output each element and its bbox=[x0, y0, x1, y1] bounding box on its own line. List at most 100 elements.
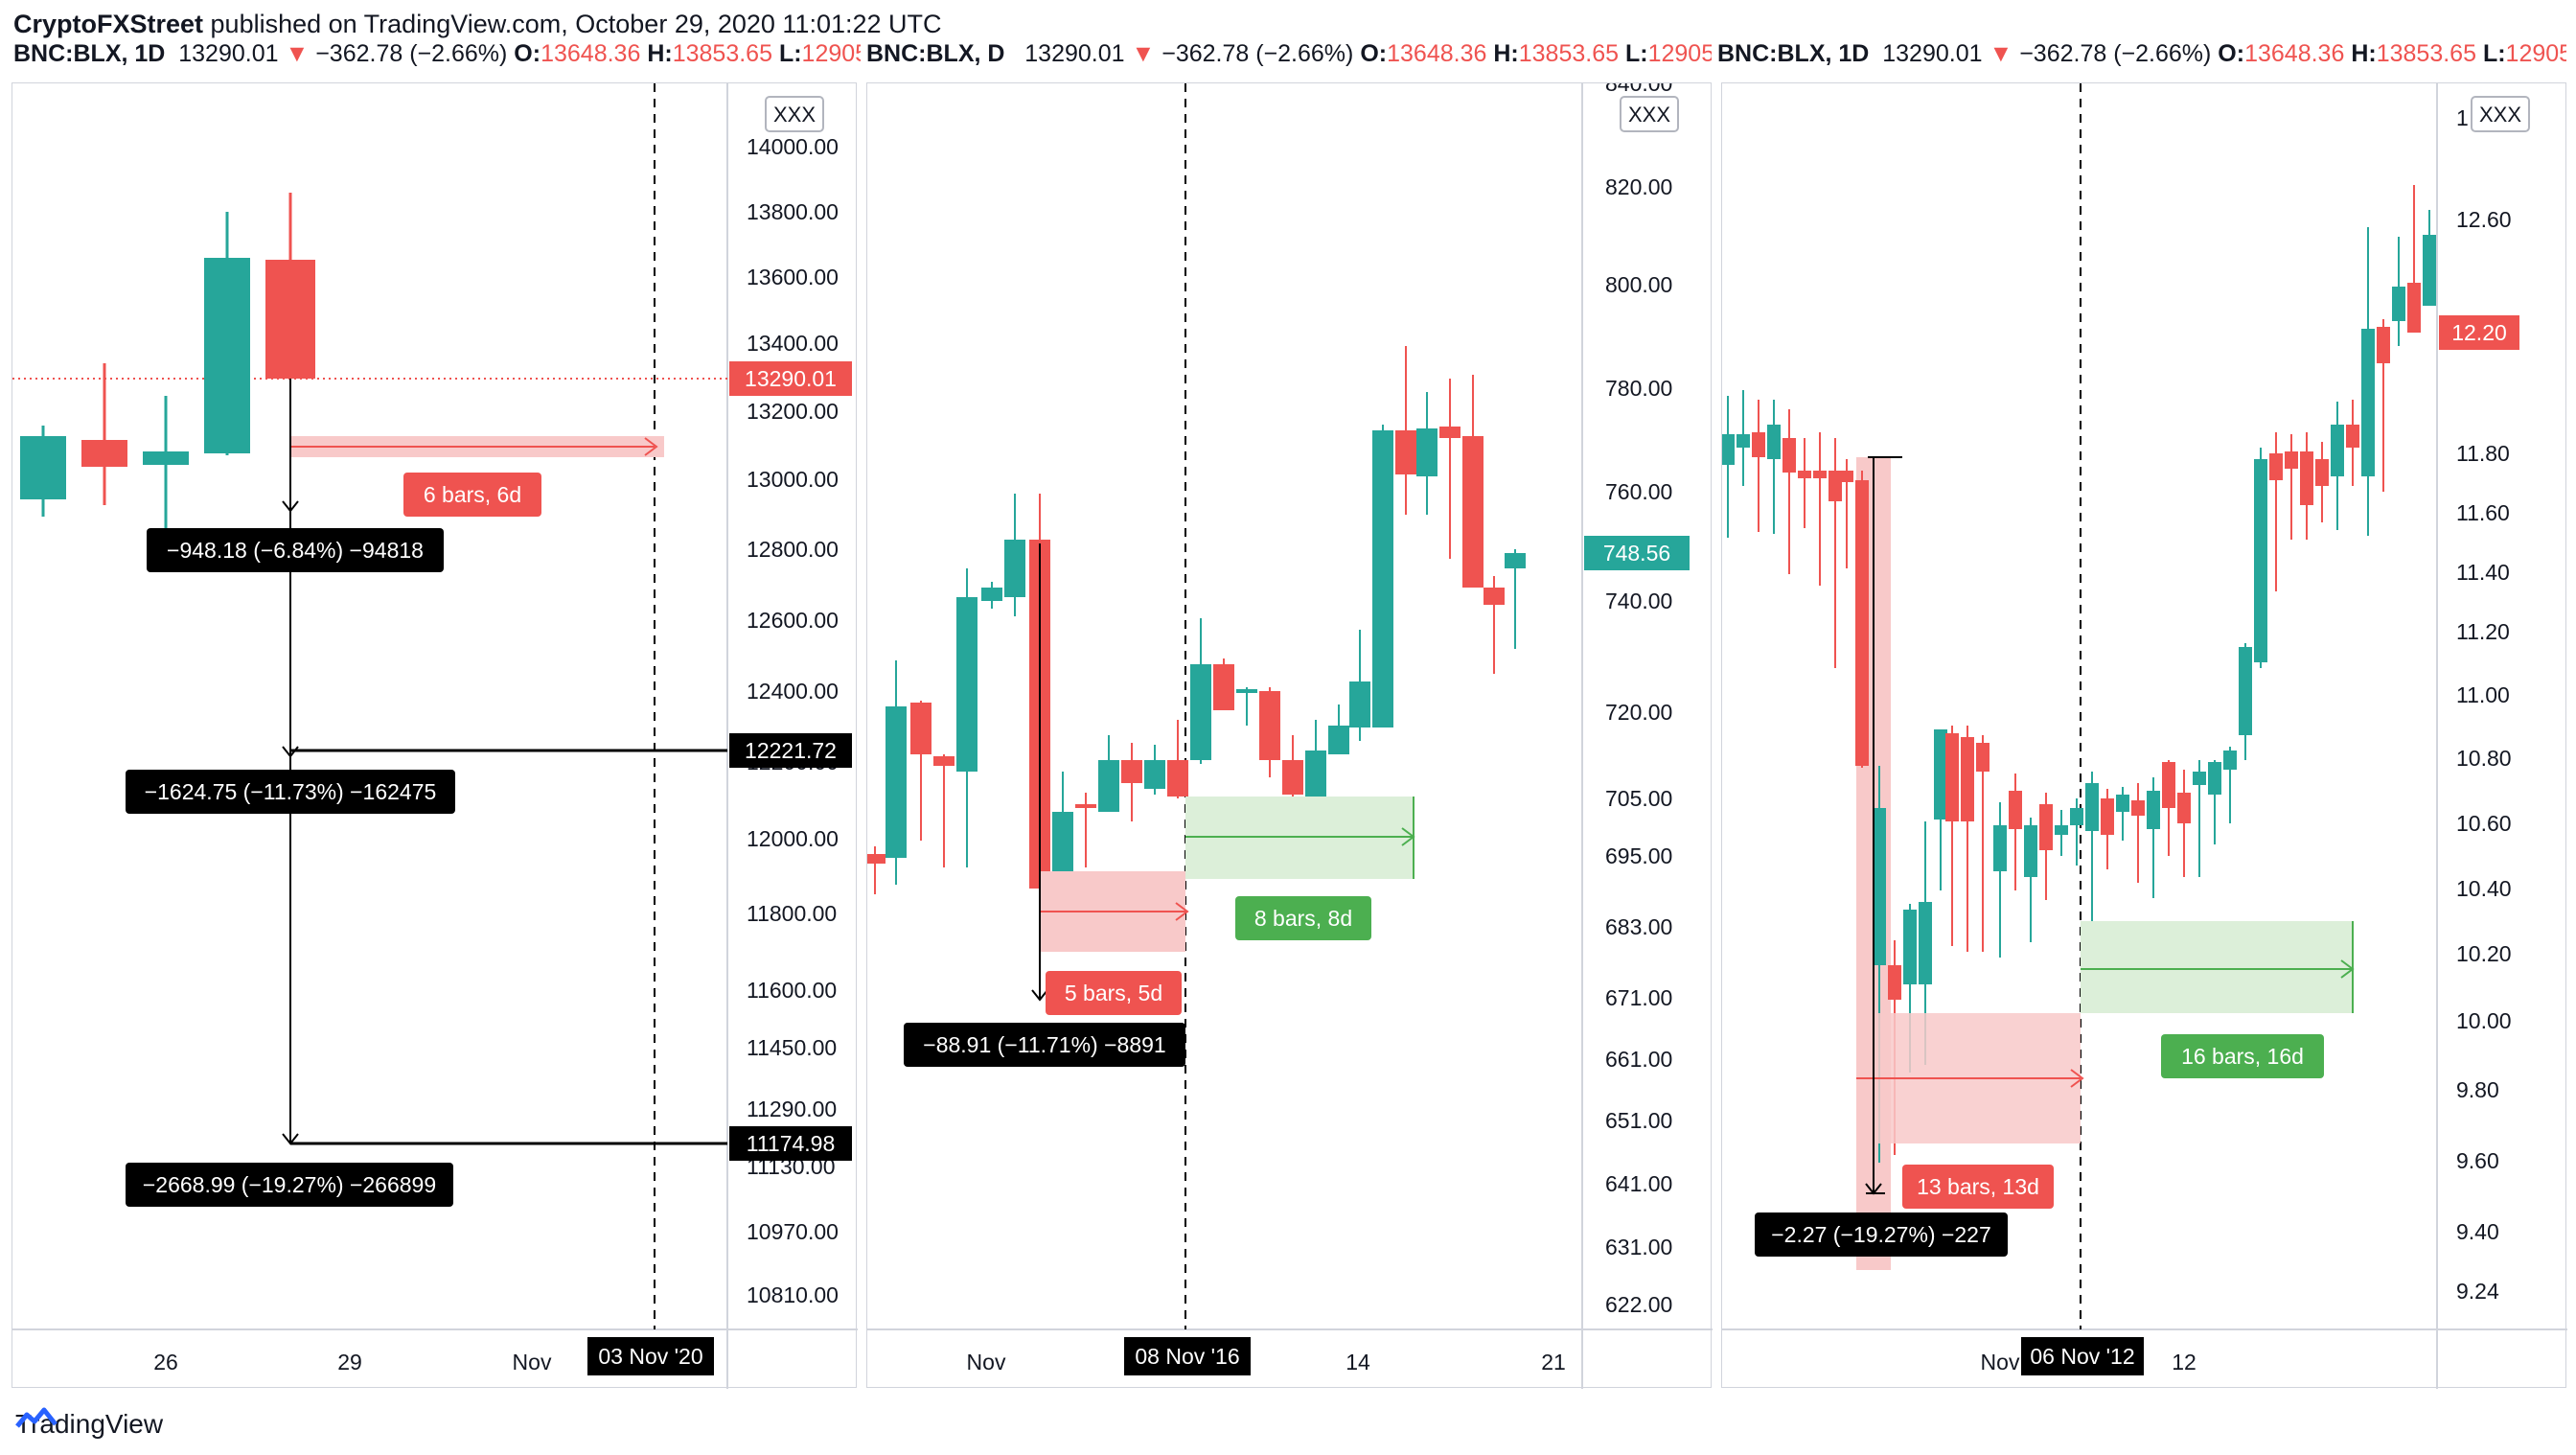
time-axis-label: Nov bbox=[1981, 1350, 2020, 1374]
price-axis-label: 780.00 bbox=[1605, 376, 1672, 401]
candle bbox=[20, 426, 66, 517]
pane3-legend: BNC:BLX, 1D 13290.01 ▼ −362.78 (−2.66%) … bbox=[1717, 38, 2566, 69]
price-axis-label: 11290.00 bbox=[747, 1097, 837, 1121]
price-axis-label: 12.60 bbox=[2456, 207, 2512, 232]
price-axis-label: 11800.00 bbox=[747, 901, 837, 926]
footer[interactable]: TradingView bbox=[15, 1405, 163, 1443]
author-name[interactable]: CryptoFXStreet bbox=[13, 10, 204, 38]
chart-pane-1[interactable]: 6 bars, 6d −948.18 (−6.84%) −94818 −1624… bbox=[12, 82, 858, 1389]
candle bbox=[933, 754, 954, 867]
candle bbox=[2024, 818, 2037, 942]
candle bbox=[1236, 687, 1257, 726]
price-axis-label: 12400.00 bbox=[747, 679, 839, 704]
candle bbox=[1439, 379, 1460, 559]
bars-range-label: 8 bars, 8d bbox=[1235, 896, 1371, 940]
price-axis-label: 13800.00 bbox=[747, 199, 839, 224]
last-price-text: 748.56 bbox=[1603, 541, 1670, 566]
price-axis-label: 13200.00 bbox=[747, 399, 839, 424]
bars-range-label: 16 bars, 16d bbox=[2161, 1034, 2324, 1078]
price-axis-label: 10970.00 bbox=[747, 1219, 839, 1244]
price-change-label: −2668.99 (−19.27%) −266899 bbox=[126, 1163, 453, 1207]
legend-open-label: O: bbox=[2218, 40, 2245, 67]
candle bbox=[143, 396, 189, 547]
candle bbox=[1945, 726, 1959, 946]
candle bbox=[2208, 760, 2221, 844]
price-axis-label: 10810.00 bbox=[747, 1282, 839, 1307]
candle bbox=[2131, 783, 2145, 883]
bars-range-text: 13 bars, 13d bbox=[1917, 1174, 2039, 1199]
currency-badge[interactable]: XXX bbox=[1620, 96, 1679, 132]
currency-badge[interactable]: XXX bbox=[765, 96, 824, 132]
candle bbox=[2254, 448, 2267, 668]
price-axis-label: 9.40 bbox=[2456, 1219, 2499, 1244]
legend-low-label: L: bbox=[778, 40, 802, 67]
time-axis[interactable]: Nov 12 bbox=[1981, 1350, 2196, 1374]
candle bbox=[1462, 375, 1484, 588]
chart-pane-2[interactable]: 8 bars, 8d 5 bars, 5d −88.91 (−11.71%) −… bbox=[866, 82, 1713, 1389]
currency-badge[interactable]: XXX bbox=[2471, 96, 2530, 132]
candle bbox=[1722, 396, 1735, 538]
candle bbox=[1372, 425, 1393, 728]
currency-badge-text: XXX bbox=[2479, 103, 2521, 127]
candle bbox=[2055, 810, 2068, 856]
down-arrow-icon: ▼ bbox=[285, 40, 310, 67]
candle bbox=[2177, 770, 2191, 877]
price-axis-label: 11450.00 bbox=[747, 1035, 837, 1060]
time-axis[interactable]: 26 29 Nov bbox=[153, 1350, 552, 1374]
candle bbox=[1167, 720, 1188, 798]
price-axis-label: 720.00 bbox=[1605, 700, 1672, 725]
bars-range-label: 13 bars, 13d bbox=[1902, 1165, 2054, 1209]
time-axis[interactable]: Nov 14 21 bbox=[967, 1350, 1566, 1374]
chart-pane-3[interactable]: 16 bars, 16d 13 bars, 13d −2.27 (−19.27%… bbox=[1721, 82, 2567, 1389]
candle bbox=[2315, 442, 2329, 522]
candle bbox=[1813, 432, 1827, 586]
candle bbox=[2116, 787, 2129, 841]
candle bbox=[2009, 774, 2022, 890]
pane2-legend: BNC:BLX, D 13290.01 ▼ −362.78 (−2.66%) O… bbox=[866, 38, 1712, 69]
date-range-box[interactable] bbox=[2081, 921, 2353, 1013]
candle bbox=[1075, 793, 1096, 867]
candle bbox=[2331, 402, 2344, 530]
date-marker-text: 08 Nov '16 bbox=[1135, 1344, 1239, 1369]
level-price-tag: 11174.98 bbox=[729, 1126, 852, 1161]
price-axis-label: 11.00 bbox=[2456, 682, 2510, 707]
price-axis-label: 9.60 bbox=[2456, 1148, 2499, 1173]
candle bbox=[1349, 630, 1370, 741]
price-axis[interactable]: 12.60 11.80 11.60 11.40 11.20 11.00 10.8… bbox=[2456, 207, 2512, 1304]
last-price-tag: 12.20 bbox=[2439, 315, 2519, 350]
time-axis-label: Nov bbox=[967, 1350, 1006, 1374]
bars-range-text: 16 bars, 16d bbox=[2181, 1044, 2304, 1069]
arrow-right-icon bbox=[1401, 827, 1415, 846]
legend-price: 13290.01 bbox=[178, 40, 279, 67]
bars-range-label: 5 bars, 5d bbox=[1046, 971, 1182, 1015]
price-axis-label: 9.24 bbox=[2456, 1279, 2499, 1304]
price-axis-label: 820.00 bbox=[1605, 174, 1672, 199]
price-axis-label: 651.00 bbox=[1605, 1108, 1672, 1133]
price-axis[interactable]: 14000.00 13800.00 13600.00 13400.00 1320… bbox=[747, 134, 839, 1307]
date-marker-text: 06 Nov '12 bbox=[2030, 1344, 2134, 1369]
price-axis-label: 10.40 bbox=[2456, 876, 2512, 901]
price-axis-label: 14000.00 bbox=[747, 134, 839, 159]
last-price-text: 12.20 bbox=[2451, 320, 2507, 345]
legend-low: 12905.4 bbox=[1647, 40, 1712, 67]
candle bbox=[1798, 438, 1811, 528]
legend-price: 13290.01 bbox=[1882, 40, 1983, 67]
candle bbox=[886, 660, 907, 885]
level-price-text: 11174.98 bbox=[747, 1131, 836, 1156]
legend-high: 13853.65 bbox=[1518, 40, 1620, 67]
price-change-text: −2668.99 (−19.27%) −266899 bbox=[143, 1172, 436, 1197]
candle bbox=[1395, 346, 1416, 515]
legend-symbol: BNC:BLX, 1D bbox=[1717, 40, 1870, 67]
date-marker: 03 Nov '20 bbox=[587, 1337, 714, 1375]
candle bbox=[2162, 760, 2175, 856]
price-axis[interactable]: 840.00 820.00 800.00 780.00 760.00 740.0… bbox=[1605, 83, 1672, 1317]
candle bbox=[956, 568, 978, 867]
currency-badge-text: XXX bbox=[1628, 103, 1670, 127]
candle bbox=[1305, 720, 1326, 797]
candle bbox=[2147, 777, 2160, 898]
date-marker: 08 Nov '16 bbox=[1124, 1337, 1251, 1375]
candle bbox=[2346, 400, 2359, 486]
candle bbox=[1213, 658, 1234, 710]
price-axis-label: 740.00 bbox=[1605, 589, 1672, 613]
tradingview-logo-icon bbox=[15, 1407, 58, 1428]
